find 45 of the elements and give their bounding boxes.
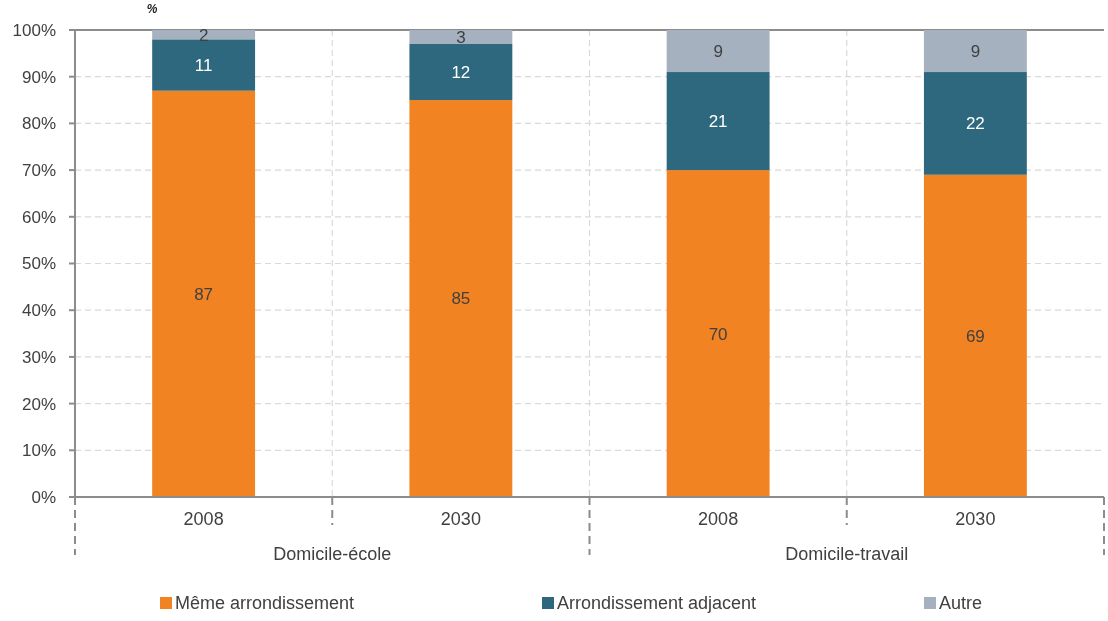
legend-label: Même arrondissement: [175, 593, 355, 613]
bar: [666, 170, 770, 497]
data-label: 69: [965, 326, 985, 346]
data-label: 3: [456, 27, 466, 47]
text: Domicile-travail: [785, 544, 909, 564]
data-label: 85: [451, 289, 471, 309]
data-label: 11: [194, 55, 213, 75]
y-axis-title: %: [146, 2, 158, 16]
y-tick-label: 30%: [21, 347, 56, 367]
y-tick-label: 90%: [21, 67, 56, 87]
y-tick-label: 60%: [21, 207, 56, 227]
y-tick-label: 0%: [31, 487, 56, 507]
data-label: 70: [708, 324, 728, 344]
bar: [923, 174, 1027, 497]
bar: [152, 39, 256, 91]
bar: [666, 72, 770, 171]
y-tick-label: 80%: [21, 114, 56, 134]
y-tick-label: 50%: [21, 254, 56, 274]
bar: [152, 30, 256, 40]
legend-label: Autre: [939, 593, 983, 613]
y-tick-label: 40%: [21, 301, 56, 321]
text: Domicile-école: [273, 544, 392, 564]
bar: [923, 30, 1027, 73]
data-label: 22: [965, 114, 985, 134]
x-tick-label: 2008: [698, 509, 739, 529]
bar: [923, 72, 1027, 175]
bar: [152, 90, 256, 497]
bar: [409, 100, 513, 497]
data-label: 12: [451, 62, 471, 82]
data-label: 87: [194, 284, 214, 304]
bar: [409, 30, 513, 45]
y-tick-label: 70%: [21, 161, 56, 181]
data-label: 21: [708, 112, 728, 132]
bar: [666, 30, 770, 73]
bar: [409, 44, 513, 101]
data-label: 2: [198, 25, 209, 45]
data-label: 9: [713, 41, 723, 61]
data-label: 9: [970, 41, 981, 61]
x-tick-label: 2030: [440, 509, 481, 529]
y-tick-label: 100%: [12, 20, 56, 40]
y-tick-label: 10%: [21, 441, 56, 461]
y-tick-label: 20%: [21, 394, 56, 414]
legend-label: Arrondissement adjacent: [557, 593, 757, 613]
x-tick-label: 2030: [955, 509, 996, 529]
x-tick-label: 2008: [183, 509, 224, 529]
